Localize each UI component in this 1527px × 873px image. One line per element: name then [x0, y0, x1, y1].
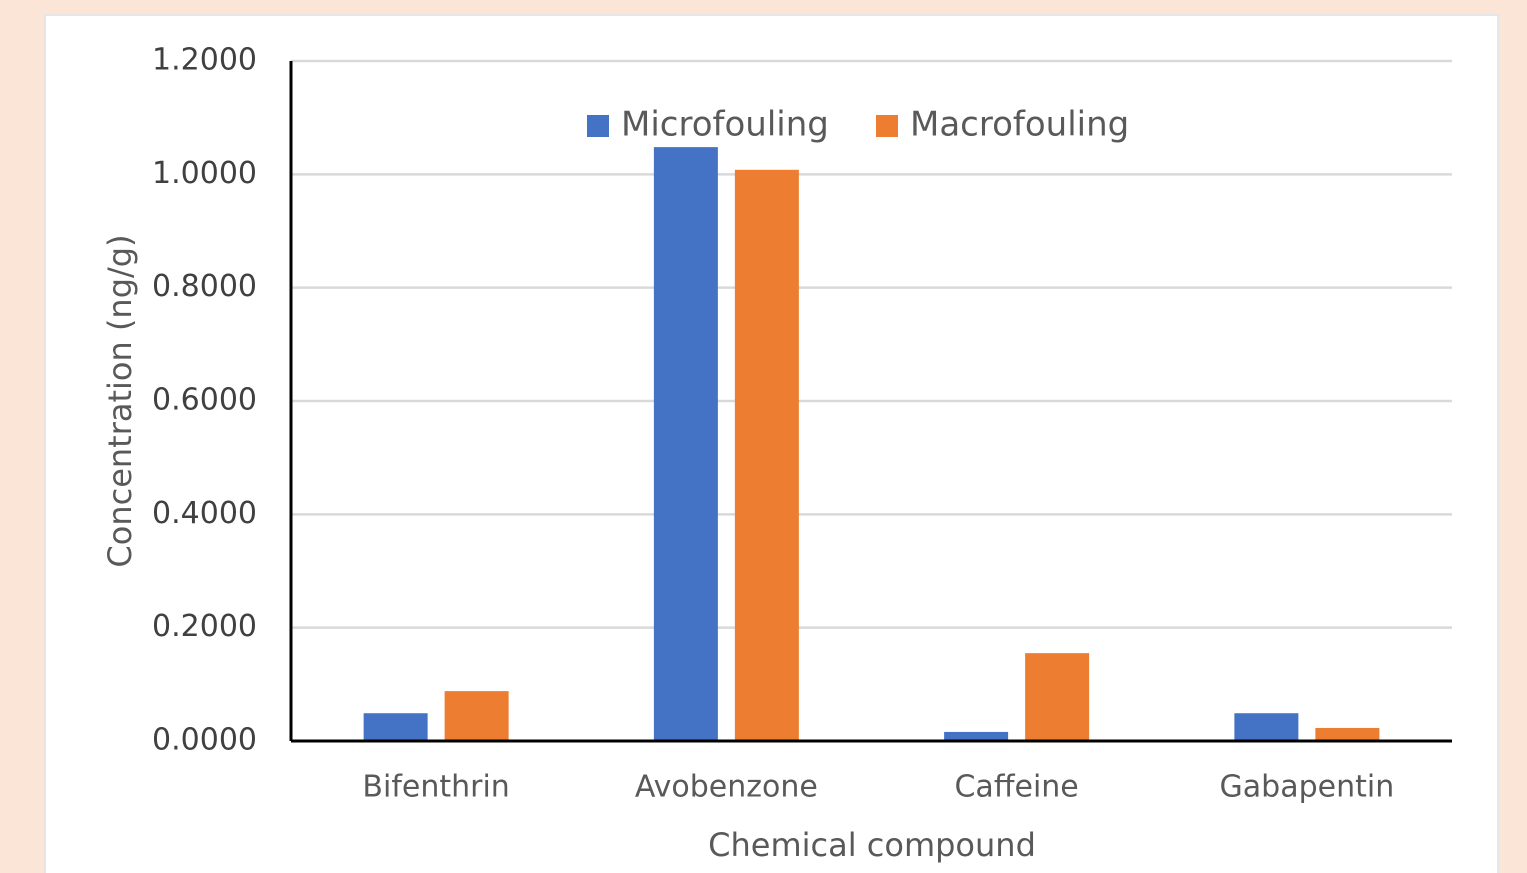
bar [1234, 713, 1299, 741]
y-tick-label: 1.2000 [152, 43, 257, 78]
bar [944, 731, 1009, 741]
x-tick-label: Bifenthrin [362, 770, 509, 805]
y-tick-label: 0.2000 [152, 609, 257, 644]
y-tick-label: 0.8000 [152, 269, 257, 304]
y-tick-label: 0.4000 [152, 496, 257, 531]
bar [1025, 653, 1090, 741]
y-tick-label: 0.0000 [152, 723, 257, 758]
x-tick-label: Avobenzone [635, 770, 818, 805]
y-axis-title: Concentration (ng/g) [101, 234, 139, 567]
bar [363, 713, 428, 741]
x-tick-label: Gabapentin [1220, 770, 1395, 805]
legend-label: Microfouling [621, 105, 829, 145]
legend-swatch [587, 115, 609, 137]
y-tick-label: 1.0000 [152, 156, 257, 191]
x-axis-title: Chemical compound [708, 826, 1036, 864]
legend-swatch [876, 115, 898, 137]
x-tick-label: Caffeine [954, 770, 1078, 805]
bar [1315, 727, 1380, 741]
legend-label: Macrofouling [910, 105, 1129, 145]
bar [653, 147, 718, 742]
bar [444, 691, 509, 741]
y-tick-label: 0.6000 [152, 383, 257, 418]
bar [734, 169, 799, 742]
